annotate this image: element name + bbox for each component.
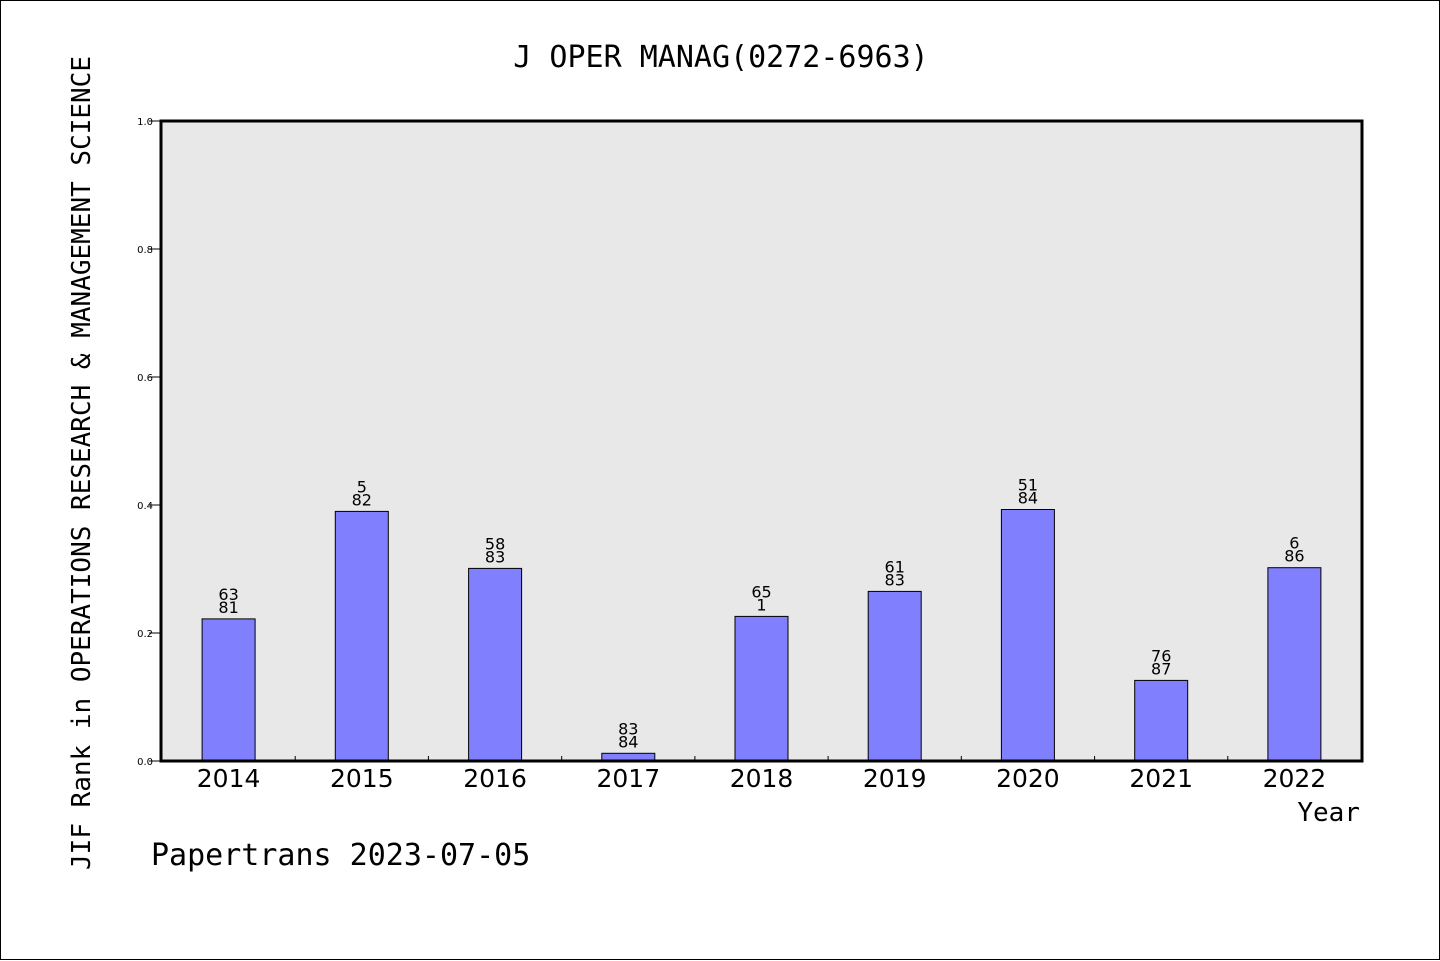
bar-label-top-2016: 58 [485,534,505,553]
bar-label-bottom-2020: 84 [1018,489,1038,508]
y-axis-title: JIF Rank in OPERATIONS RESEARCH & MANAGE… [67,56,97,870]
bar-label-top-2014: 63 [218,585,238,604]
bar-label-top-2015: 5 [357,477,367,496]
y-tick-label: 0.8 [137,245,153,256]
chart-title: J OPER MANAG(0272-6963) [513,40,928,75]
y-ticks: 0.0 0.2 0.4 0.6 0.8 1.0 [137,117,161,768]
x-tick-label-2019: 2019 [863,764,927,793]
bar-2018 [734,615,789,762]
bar-label-top-2017: 83 [618,719,638,738]
x-tick-label-2016: 2016 [463,764,527,793]
x-tick-label-2018: 2018 [730,764,794,793]
y-tick-label: 0.2 [137,629,153,640]
bar-label-bottom-2022: 86 [1284,547,1304,566]
x-tick-label-2020: 2020 [996,764,1060,793]
x-axis-title: Year [1297,798,1360,828]
x-tick-label-2021: 2021 [1129,764,1193,793]
bar-label-bottom-2018: 1 [756,595,766,614]
bar-2019 [867,590,922,762]
y-tick-label: 0.6 [137,373,153,384]
bar-2021 [1134,679,1189,762]
bar-label-bottom-2017: 84 [618,732,638,751]
x-tick-label-2017: 2017 [596,764,660,793]
bar-label-bottom-2019: 83 [885,570,905,589]
bar-2020 [1000,509,1055,762]
bar-2016 [468,567,523,762]
x-ticks: 2014 2015 2016 2017 2018 2019 2020 2021 2022 [197,756,1326,793]
bar-2022 [1267,567,1322,762]
bar-label-top-2019: 61 [885,557,905,576]
y-tick-label: 1.0 [137,117,153,128]
bar-label-bottom-2014: 81 [218,598,238,617]
plot-border [159,119,1364,763]
bar-label-bottom-2015: 82 [352,490,372,509]
bar-label-bottom-2016: 83 [485,547,505,566]
bar-label-bottom-2021: 87 [1151,659,1171,678]
x-tick-label-2014: 2014 [197,764,261,793]
footer-watermark: Papertrans 2023-07-05 [151,838,530,873]
bar-label-top-2018: 65 [751,582,771,601]
x-tick-label-2022: 2022 [1263,764,1327,793]
y-tick-label: 0.4 [137,501,153,512]
bar-2015 [334,510,389,762]
x-tick-label-2015: 2015 [330,764,394,793]
y-tick-label: 0.0 [137,757,153,768]
bar-label-top-2020: 51 [1018,476,1038,495]
bar-2014 [201,618,256,762]
bar-label-top-2021: 76 [1151,646,1171,665]
bar-label-top-2022: 6 [1289,534,1299,553]
